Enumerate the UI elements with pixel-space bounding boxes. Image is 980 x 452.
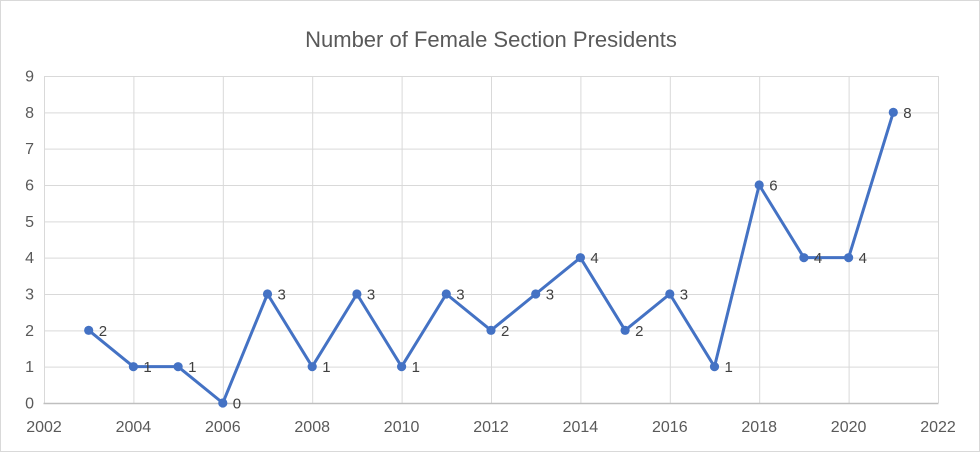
data-label: 1 (322, 359, 330, 376)
data-label: 1 (188, 359, 196, 376)
x-tick-label: 2004 (116, 419, 152, 436)
data-point-marker (575, 253, 586, 263)
data-label: 1 (725, 359, 733, 376)
data-label: 2 (501, 323, 509, 340)
gridlines (44, 76, 939, 403)
data-point-marker (352, 289, 362, 299)
data-point-marker (531, 289, 541, 299)
x-tick-label: 2008 (294, 419, 330, 436)
data-label: 3 (367, 287, 375, 304)
y-tick-label: 0 (25, 396, 34, 413)
data-label: 8 (903, 105, 911, 122)
y-tick-label: 7 (25, 141, 34, 158)
data-point-marker (84, 325, 94, 335)
y-axis-tick-labels: 0 1 2 3 4 5 6 7 8 9 (25, 69, 34, 413)
data-label: 0 (233, 396, 241, 413)
data-label: 4 (814, 250, 822, 267)
y-tick-label: 1 (25, 359, 34, 376)
data-point-marker (665, 289, 675, 299)
x-axis-tick-labels: 2002 2004 2006 2008 2010 2012 2014 2016 2018 2020… (26, 419, 956, 436)
data-label: 3 (456, 287, 464, 304)
x-tick-label: 2022 (920, 419, 956, 436)
data-point-marker (888, 107, 898, 117)
x-tick-label: 2012 (473, 419, 509, 436)
chart-title: Number of Female Section Presidents (305, 27, 677, 52)
y-tick-label: 5 (25, 214, 34, 231)
x-tick-label: 2006 (205, 419, 241, 436)
x-tick-label: 2014 (563, 419, 599, 436)
y-tick-label: 6 (25, 178, 34, 195)
data-point-marker (799, 253, 809, 263)
data-point-marker (486, 325, 496, 335)
data-label: 6 (769, 178, 777, 195)
x-tick-label: 2010 (384, 419, 420, 436)
data-point-markers (84, 107, 898, 408)
data-point-marker (218, 398, 228, 408)
data-point-marker (128, 362, 138, 372)
data-label: 1 (143, 359, 151, 376)
data-label: 3 (546, 287, 554, 304)
data-label: 3 (278, 287, 286, 304)
y-tick-label: 2 (25, 323, 34, 340)
x-tick-label: 2018 (741, 419, 777, 436)
data-labels: 2 1 1 0 3 1 3 1 3 2 3 4 2 3 1 6 4 4 8 (99, 105, 912, 413)
data-point-marker (709, 362, 720, 372)
data-point-marker (441, 289, 451, 299)
data-point-marker (397, 362, 407, 372)
data-point-marker (262, 289, 273, 299)
data-point-marker (173, 362, 183, 372)
data-point-marker (754, 180, 764, 190)
data-label: 2 (99, 323, 107, 340)
data-point-marker (844, 253, 854, 263)
data-point-marker (620, 325, 630, 335)
data-point-marker (307, 362, 317, 372)
data-label: 1 (412, 359, 420, 376)
data-label: 3 (680, 287, 688, 304)
x-tick-label: 2020 (831, 419, 867, 436)
y-tick-label: 8 (25, 105, 34, 122)
y-tick-label: 9 (25, 69, 34, 86)
data-label: 2 (635, 323, 643, 340)
data-label: 4 (859, 250, 867, 267)
data-label: 4 (590, 250, 598, 267)
x-tick-label: 2002 (26, 419, 62, 436)
x-tick-label: 2016 (652, 419, 688, 436)
y-tick-label: 4 (25, 250, 34, 267)
y-tick-label: 3 (25, 287, 34, 304)
